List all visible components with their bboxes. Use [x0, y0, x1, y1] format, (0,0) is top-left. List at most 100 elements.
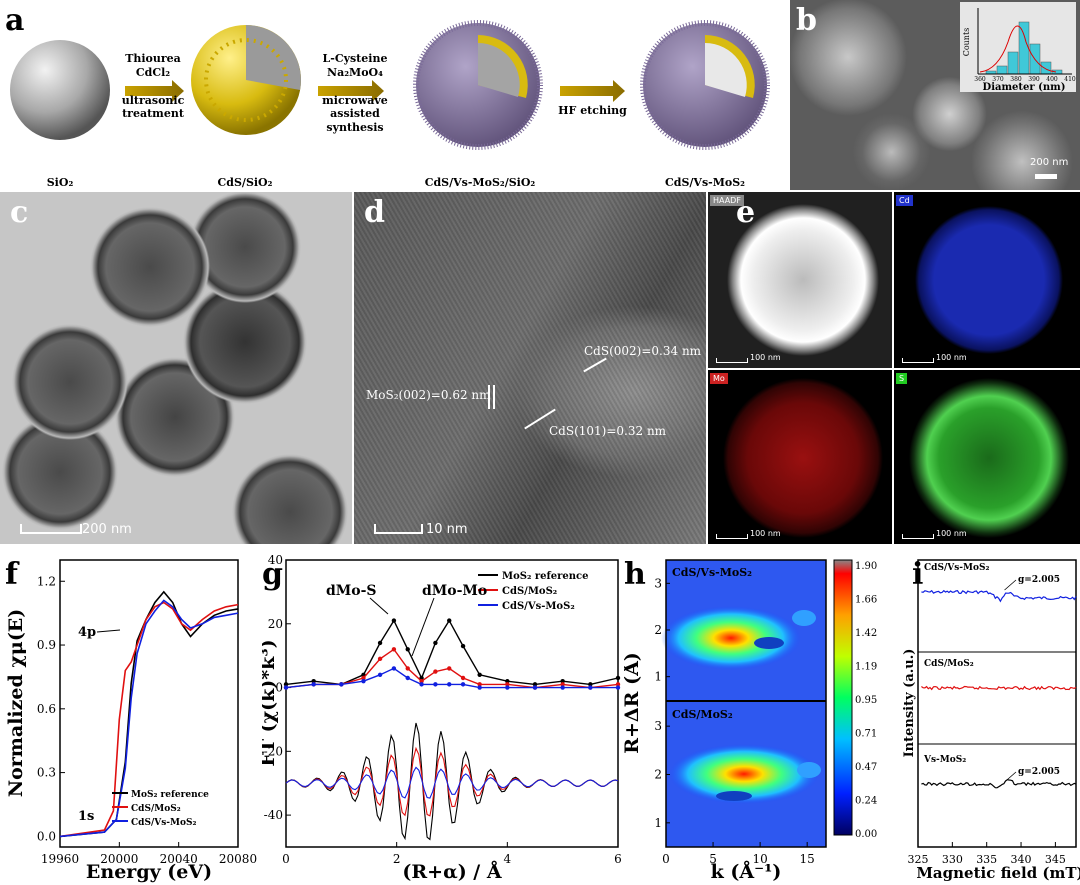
hrtem-image: d CdS(002)=0.34 nm MoS₂(002)=0.62 nm CdS…: [354, 192, 706, 544]
scale-bar-b: [1035, 174, 1057, 179]
g-ytick: 20: [268, 617, 283, 631]
g-series-point: [311, 678, 316, 684]
i-ylabel: Intensity (a.u.): [902, 649, 917, 758]
scale-bar-e1: [716, 358, 748, 363]
i-series-label: Vs-MoS₂: [923, 755, 966, 765]
panel-c-label: c: [10, 195, 29, 230]
histogram-xlabel: Diameter (nm): [983, 82, 1066, 92]
h-ytick: 1: [654, 816, 662, 830]
h-ytick: 3: [654, 576, 662, 590]
s-map: S 100 nm: [894, 370, 1080, 544]
i-series-label: CdS/MoS₂: [924, 659, 974, 669]
g-series-point: [460, 643, 466, 649]
g-series-point: [377, 640, 383, 646]
i-series-line: [921, 779, 1077, 789]
g-series-point: [377, 656, 383, 662]
wt-map-2: [666, 702, 826, 847]
caption-cds-sio2: CdS/SiO₂: [217, 176, 273, 189]
ann-line-1: [583, 357, 607, 373]
g-series-point: [433, 640, 438, 646]
scale-text-d: 10 nm: [426, 522, 468, 537]
tag-s: S: [896, 373, 908, 384]
cds-mos2-hollow-sphere: [640, 20, 770, 150]
f-series-line: [59, 601, 239, 838]
histogram-bar: [1040, 61, 1052, 75]
h-colorbar-tick: 1.90: [855, 561, 877, 572]
g-series-point: [361, 675, 366, 681]
cd-map: Cd 100 nm: [894, 192, 1080, 368]
ann-cds-002: CdS(002)=0.34 nm: [584, 344, 702, 358]
g-series-point: [419, 678, 424, 684]
g-series-point: [532, 682, 538, 687]
h-ytick: 2: [654, 623, 662, 637]
scale-bar-d: [374, 524, 423, 534]
ann-mos2-002: MoS₂(002)=0.62 nm: [366, 388, 491, 402]
h-colorbar-tick: 0.47: [855, 762, 877, 773]
g-series-point: [615, 685, 621, 690]
panel-d-label: d: [364, 195, 385, 230]
g-series-point: [588, 685, 593, 690]
g-series-point: [532, 685, 538, 690]
g-series-point: [615, 682, 621, 687]
epr-chart: i CdS/Vs-MoS₂g=2.005CdS/MoS₂Vs-MoS₂g=2.0…: [902, 557, 1080, 882]
g-xtick: 2: [393, 852, 401, 866]
h-colorbar-tick: 1.42: [855, 628, 877, 639]
tem-image: c 200 nm: [0, 192, 352, 544]
h-map1-name: CdS/Vs-MoS₂: [672, 566, 752, 579]
g-ytick: 0: [275, 681, 283, 695]
h-colorbar-tick: 0.00: [855, 829, 877, 840]
g-ylabel: FT (χ(k)*k³): [262, 639, 279, 766]
scale-bar-e4: [902, 534, 934, 539]
g-imag-line: [285, 766, 619, 799]
scale-bar-c: [20, 524, 82, 534]
f-ytick: 0.6: [37, 702, 56, 716]
histogram-tick: 360: [974, 76, 986, 83]
size-histogram-inset: 360 370 380 390 400 410 Diameter (nm) Counts: [960, 2, 1076, 92]
histogram-tick: 380: [1010, 76, 1022, 83]
i-xtick: 340: [1011, 853, 1032, 866]
g-ytick: 40: [268, 553, 283, 567]
g-series-point: [460, 675, 466, 681]
ann-line-2b: [493, 385, 495, 409]
step3-text: HF etching: [558, 104, 627, 117]
g-series-point: [405, 675, 410, 681]
g-series-point: [311, 682, 316, 687]
g-imag-line: [285, 746, 619, 817]
arrow-3: [560, 80, 625, 102]
histogram-tick: 390: [1028, 76, 1040, 83]
wavelet-chart: h CdS/Vs-MoS₂ CdS/MoS₂ 0 5 10 15 1 2 3 1 2 3 0.00…: [624, 557, 877, 883]
h-colorbar-tick: 1.19: [855, 662, 877, 673]
h-colorbar-tick: 0.24: [855, 796, 877, 807]
histogram-ylabel: Counts: [962, 28, 971, 57]
g-series-point: [391, 618, 397, 623]
histogram-bar: [996, 65, 1008, 75]
h-ytick: 2: [654, 768, 662, 782]
caption-sio2: SiO₂: [46, 176, 74, 189]
panel-a-label: a: [5, 3, 25, 38]
g-series-point: [505, 678, 510, 684]
f-ann-1s: 1s: [78, 809, 94, 824]
ann-line-2a: [488, 385, 490, 409]
panel-g-label: g: [262, 557, 283, 592]
xanes-chart: f 19960 20000 20040 20080 0.0 0.3 0.6 0.9 1.2 Mo…: [5, 557, 257, 883]
sem-image: b 360 370 380 390 400 410 Diameter (nm) Count…: [790, 0, 1080, 190]
f-ylabel: Normalized χμ(E): [5, 609, 27, 798]
histogram-bar: [1007, 51, 1019, 75]
h-map2-name: CdS/MoS₂: [672, 708, 733, 721]
f-ytick: 0.9: [37, 638, 56, 652]
g-series-point: [447, 682, 452, 687]
h-ylabel: R+ΔR (Å): [624, 652, 643, 754]
g-legend-label: MoS₂ reference: [502, 571, 588, 582]
g-series-point: [560, 685, 565, 690]
f-legend-label: CdS/Vs-MoS₂: [131, 818, 196, 828]
f-ytick: 1.2: [37, 574, 56, 588]
histogram-tick: 400: [1046, 76, 1058, 83]
g-series-point: [419, 675, 424, 681]
i-xtick: 325: [908, 853, 929, 866]
caption-cds-mos2-sio2: CdS/Vs-MoS₂/SiO₂: [424, 176, 536, 189]
g-ann-mos: dMo-S: [326, 583, 377, 599]
scale-text-e3: 100 nm: [750, 529, 781, 538]
scale-text-e4: 100 nm: [936, 529, 967, 538]
g-xlabel: (R+α) / Å: [402, 860, 501, 883]
i-series-label: CdS/Vs-MoS₂: [924, 563, 989, 573]
